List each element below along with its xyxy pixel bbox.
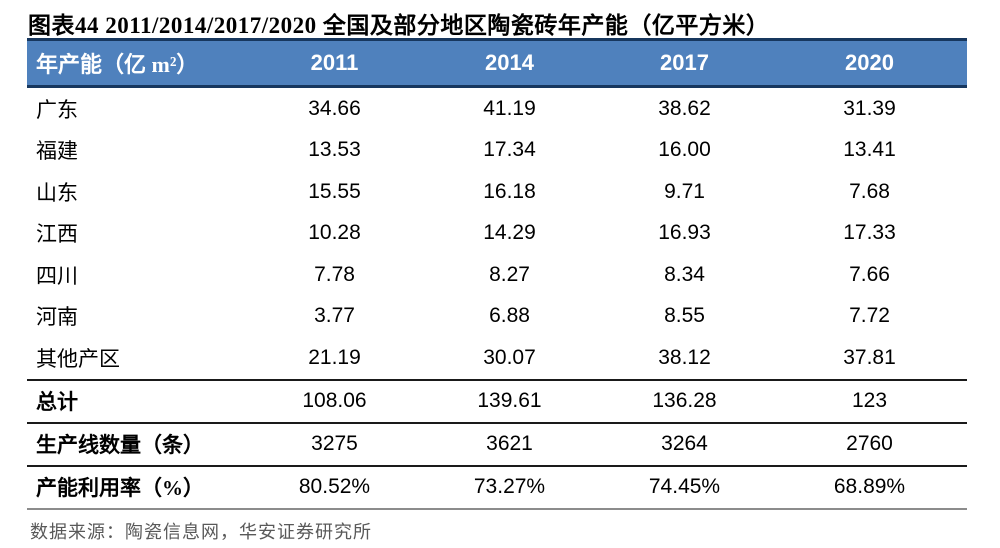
table-cell: 13.41 <box>843 138 896 162</box>
table-cell: 30.07 <box>483 345 536 369</box>
table-cell: 108.06 <box>302 389 367 412</box>
row-label: 生产线数量（条） <box>36 433 204 457</box>
header-year-2011: 2011 <box>310 50 359 75</box>
table-cell: 8.55 <box>664 304 705 328</box>
table-cell: 7.72 <box>849 304 890 328</box>
table-cell: 3621 <box>486 432 533 455</box>
table-cell: 8.34 <box>664 262 705 286</box>
table-cell: 16.00 <box>658 138 711 162</box>
table-cell: 16.93 <box>658 221 711 245</box>
table-cell: 6.88 <box>489 304 530 328</box>
row-label: 总计 <box>36 390 78 414</box>
table-cell: 139.61 <box>477 389 542 412</box>
table-cell: 13.53 <box>308 138 361 162</box>
header-year-2017: 2017 <box>660 50 709 75</box>
capacity-table: 年产能（亿 m²） 2011 2014 2017 2020 广东 34.66 4… <box>27 38 967 510</box>
data-source-note: 数据来源：陶瓷信息网，华安证券研究所 <box>30 522 372 542</box>
table-cell: 15.55 <box>308 179 361 203</box>
table-cell: 9.71 <box>664 179 705 203</box>
table-cell: 123 <box>851 389 888 412</box>
table-cell: 74.45% <box>648 475 721 498</box>
header-year-2020: 2020 <box>845 50 894 75</box>
table-row-total: 总计 108.06 139.61 136.28 123 <box>27 378 967 422</box>
row-label: 四川 <box>36 263 78 288</box>
table-cell: 2760 <box>846 432 893 455</box>
table-cell: 38.12 <box>658 345 711 369</box>
table-header-row: 年产能（亿 m²） 2011 2014 2017 2020 <box>27 41 967 88</box>
header-unit-label: 年产能（亿 m²） <box>36 52 199 77</box>
table-row-guangdong: 广东 34.66 41.19 38.62 31.39 <box>27 88 967 130</box>
table-cell: 17.34 <box>483 138 536 162</box>
figure-title: 图表44 2011/2014/2017/2020 全国及部分地区陶瓷砖年产能（亿… <box>28 13 770 38</box>
row-label: 山东 <box>36 180 78 205</box>
table-row-jiangxi: 江西 10.28 14.29 16.93 17.33 <box>27 213 967 255</box>
table-cell: 17.33 <box>843 221 896 245</box>
table-row-fujian: 福建 13.53 17.34 16.00 13.41 <box>27 130 967 172</box>
table-cell: 34.66 <box>308 96 361 120</box>
table-cell: 136.28 <box>652 389 717 412</box>
table-cell: 3.77 <box>314 304 355 328</box>
table-cell: 7.68 <box>849 179 890 203</box>
row-label: 江西 <box>36 222 78 247</box>
table-cell: 10.28 <box>308 221 361 245</box>
header-year-2014: 2014 <box>485 50 534 75</box>
table-row-shandong: 山东 15.55 16.18 9.71 7.68 <box>27 171 967 213</box>
table-cell: 38.62 <box>658 96 711 120</box>
table-cell: 3264 <box>661 432 708 455</box>
row-label: 产能利用率（%） <box>36 476 204 500</box>
table-row-production-lines: 生产线数量（条） 3275 3621 3264 2760 <box>27 421 967 465</box>
table-cell: 14.29 <box>483 221 536 245</box>
table-cell: 41.19 <box>483 96 536 120</box>
table-cell: 80.52% <box>298 475 371 498</box>
row-label: 广东 <box>36 97 78 122</box>
table-row-other-regions: 其他产区 21.19 30.07 38.12 37.81 <box>27 337 967 379</box>
table-cell: 8.27 <box>489 262 530 286</box>
table-cell: 37.81 <box>843 345 896 369</box>
table-cell: 73.27% <box>473 475 546 498</box>
table-cell: 7.66 <box>849 262 890 286</box>
table-cell: 3275 <box>311 432 358 455</box>
row-label: 福建 <box>36 139 78 164</box>
table-row-sichuan: 四川 7.78 8.27 8.34 7.66 <box>27 254 967 296</box>
table-row-utilization-rate: 产能利用率（%） 80.52% 73.27% 74.45% 68.89% <box>27 464 967 508</box>
table-cell: 68.89% <box>833 475 906 498</box>
table-cell: 21.19 <box>308 345 361 369</box>
table-cell: 7.78 <box>314 262 355 286</box>
row-label: 河南 <box>36 305 78 330</box>
row-label: 其他产区 <box>36 346 120 371</box>
table-cell: 31.39 <box>843 96 896 120</box>
table-row-henan: 河南 3.77 6.88 8.55 7.72 <box>27 296 967 338</box>
table-cell: 16.18 <box>483 179 536 203</box>
